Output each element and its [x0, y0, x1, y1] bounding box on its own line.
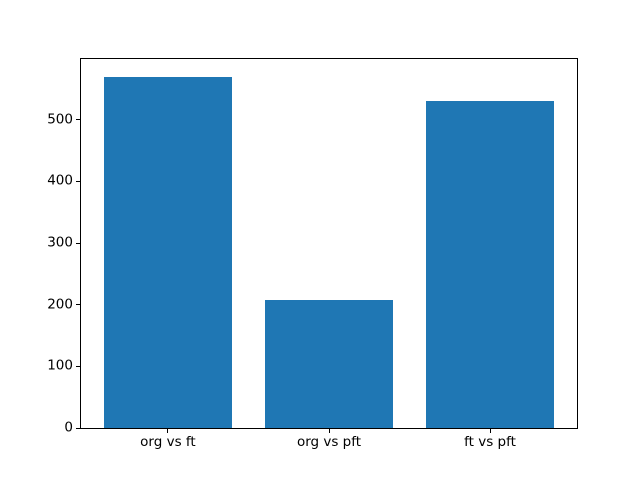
x-tick-mark: [489, 429, 491, 433]
x-tick-label: org vs ft: [140, 434, 196, 450]
y-tick-label: 400: [47, 172, 73, 189]
y-tick-label: 500: [47, 110, 73, 127]
bar-org-vs-pft: [264, 300, 394, 428]
bar-org-vs-ft: [103, 76, 233, 428]
y-tick-mark: [76, 180, 80, 182]
x-tick-mark: [328, 429, 330, 433]
y-tick-mark: [76, 119, 80, 121]
bar-ft-vs-pft: [425, 101, 555, 428]
y-tick-label: 200: [47, 295, 73, 312]
plot-axes: 0 100 200 300 400 500 org vs ft org vs pft ft v…: [47, 58, 578, 449]
x-tick-mark: [167, 429, 169, 433]
y-tick-mark: [76, 427, 80, 429]
y-tick-mark: [76, 365, 80, 367]
x-tick-label: org vs pft: [296, 434, 362, 450]
y-tick-mark: [76, 304, 80, 306]
y-tick-label: 0: [64, 419, 73, 436]
y-tick-label: 100: [47, 357, 73, 374]
y-tick-mark: [76, 242, 80, 244]
y-tick-label: 300: [47, 234, 73, 251]
x-tick-label: ft vs pft: [464, 434, 516, 450]
